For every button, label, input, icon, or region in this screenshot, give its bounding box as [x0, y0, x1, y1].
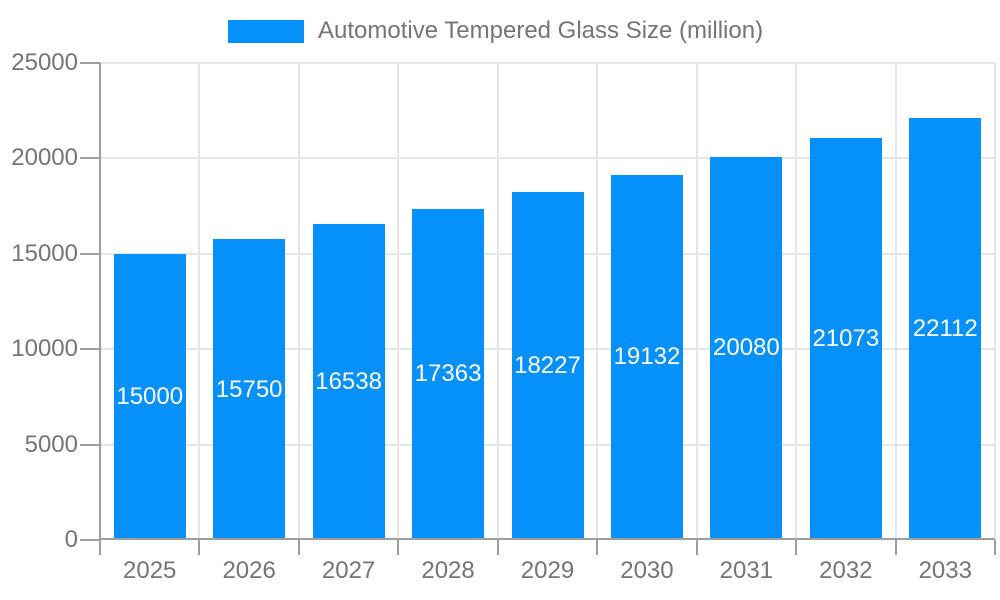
- bar: [809, 137, 882, 540]
- x-tick-label: 2025: [123, 557, 177, 584]
- y-tick-mark: [80, 157, 100, 160]
- v-gridline: [994, 63, 996, 540]
- x-tick-mark: [198, 540, 201, 555]
- x-tick-label: 2030: [620, 557, 674, 584]
- x-tick-label: 2026: [222, 557, 276, 584]
- bar-value-label: 15000: [116, 382, 184, 410]
- x-tick-label: 2033: [918, 557, 972, 584]
- bar: [610, 174, 683, 540]
- x-tick-mark: [496, 540, 499, 555]
- y-tick-label: 10000: [11, 335, 78, 363]
- x-tick-mark: [994, 540, 996, 555]
- y-tick-label: 25000: [11, 49, 78, 76]
- bar-value-label: 15750: [215, 375, 283, 403]
- v-gridline: [596, 63, 599, 540]
- y-tick-label: 5000: [24, 430, 78, 458]
- y-tick-mark: [80, 539, 100, 541]
- y-tick-label: 0: [64, 526, 78, 553]
- x-tick-label: 2032: [819, 557, 873, 584]
- bar-value-label: 20080: [713, 334, 780, 362]
- bar-value-label: 22112: [912, 315, 978, 343]
- y-axis-line: [99, 63, 101, 540]
- v-gridline: [198, 63, 201, 540]
- bar-value-label: 18227: [514, 352, 581, 380]
- h-gridline: [100, 157, 995, 160]
- v-gridline: [894, 63, 897, 540]
- x-tick-label: 2027: [321, 557, 376, 584]
- x-tick-mark: [297, 540, 300, 555]
- x-tick-label: 2031: [719, 557, 774, 584]
- y-tick-mark: [80, 443, 100, 446]
- bar-value-label: 19132: [613, 343, 681, 371]
- y-tick-label: 15000: [11, 239, 78, 267]
- x-tick-mark: [99, 540, 101, 555]
- y-tick-mark: [80, 252, 100, 255]
- bar: [909, 118, 982, 540]
- h-gridline: [100, 62, 995, 64]
- x-tick-label: 2029: [520, 557, 575, 584]
- legend-label: Automotive Tempered Glass Size (million): [318, 17, 764, 44]
- bar: [511, 192, 584, 540]
- x-tick-mark: [695, 540, 698, 555]
- x-tick-mark: [397, 540, 400, 555]
- legend: Automotive Tempered Glass Size (million): [228, 17, 763, 45]
- x-tick-label: 2028: [421, 557, 475, 584]
- x-tick-mark: [795, 540, 798, 555]
- v-gridline: [695, 63, 698, 540]
- v-gridline: [397, 63, 400, 540]
- y-tick-label: 20000: [11, 144, 78, 172]
- bar: [412, 208, 485, 540]
- bar: [710, 156, 783, 540]
- bar-value-label: 21073: [812, 324, 880, 352]
- bar-value-label: 17363: [414, 360, 482, 388]
- v-gridline: [297, 63, 300, 540]
- y-tick-mark: [80, 348, 100, 351]
- x-tick-mark: [596, 540, 599, 555]
- v-gridline: [496, 63, 499, 540]
- v-gridline: [795, 63, 798, 540]
- legend-swatch: [228, 19, 304, 43]
- bar: [312, 224, 385, 540]
- x-axis-line: [99, 538, 995, 540]
- bar: [213, 239, 286, 540]
- y-tick-mark: [80, 62, 100, 64]
- x-tick-mark: [894, 540, 897, 555]
- bar-value-label: 16538: [315, 368, 382, 396]
- bar: [113, 253, 186, 540]
